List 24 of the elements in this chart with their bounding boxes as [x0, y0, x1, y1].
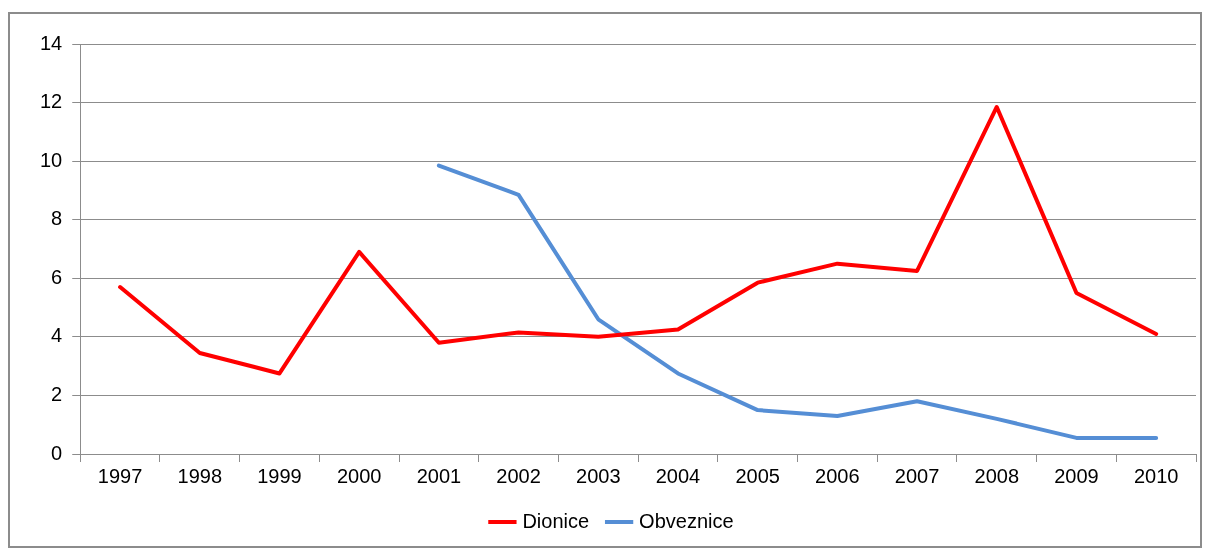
- x-tick-label: 2001: [416, 464, 462, 487]
- legend-label: Dionice: [522, 509, 590, 532]
- x-tick-label: 2005: [735, 464, 780, 487]
- x-tick-label: 2009: [1054, 464, 1099, 487]
- x-tick-label: 2004: [655, 464, 701, 487]
- x-tick-label: 2003: [576, 464, 621, 487]
- x-tick-label: 2008: [974, 464, 1020, 487]
- x-tick-label: 2006: [815, 464, 860, 487]
- y-tick-label: 8: [51, 207, 63, 230]
- legend-label: Obveznice: [639, 509, 734, 532]
- y-tick-label: 4: [51, 324, 63, 347]
- y-tick-label: 0: [51, 441, 63, 464]
- y-tick-label: 12: [40, 90, 63, 113]
- y-tick-label: 6: [51, 265, 63, 288]
- x-tick-label: 2002: [496, 464, 541, 487]
- x-tick-label: 2000: [336, 464, 382, 487]
- y-tick-label: 2: [51, 382, 63, 405]
- x-tick-label: 1998: [177, 464, 223, 487]
- y-tick-label: 14: [40, 31, 63, 54]
- x-tick-label: 1999: [257, 464, 302, 487]
- y-tick-label: 10: [40, 148, 63, 171]
- x-tick-label: 2007: [894, 464, 940, 487]
- x-tick-label: 2010: [1133, 464, 1179, 487]
- x-tick-label: 1997: [97, 464, 143, 487]
